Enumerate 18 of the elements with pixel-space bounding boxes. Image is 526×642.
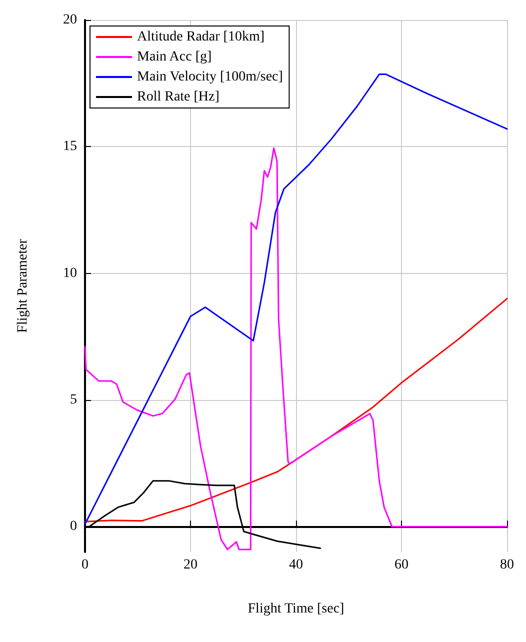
legend-label: Roll Rate [Hz] xyxy=(137,90,220,104)
x-tick-label: 20 xyxy=(184,558,198,572)
x-tick-label: 0 xyxy=(82,558,88,572)
legend-label: Main Acc [g] xyxy=(137,50,212,64)
y-axis-title: Flight Parameter xyxy=(16,238,30,333)
legend-label: Altitude Radar [10km] xyxy=(137,30,265,44)
x-tick-label: 60 xyxy=(394,558,408,572)
line-series xyxy=(84,147,508,550)
x-axis-title: Flight Time [sec] xyxy=(248,602,344,616)
y-tick-label: 10 xyxy=(63,266,77,281)
y-tick-label: 15 xyxy=(63,139,77,154)
x-tick-label: 80 xyxy=(500,558,514,572)
line-series xyxy=(84,298,508,522)
y-tick-label: 5 xyxy=(70,392,77,408)
legend-label: Main Velocity [100m/sec] xyxy=(137,70,283,84)
x-tick-label: 40 xyxy=(289,558,303,572)
y-tick-label: 20 xyxy=(63,12,77,28)
y-tick-label: 0 xyxy=(70,519,77,534)
